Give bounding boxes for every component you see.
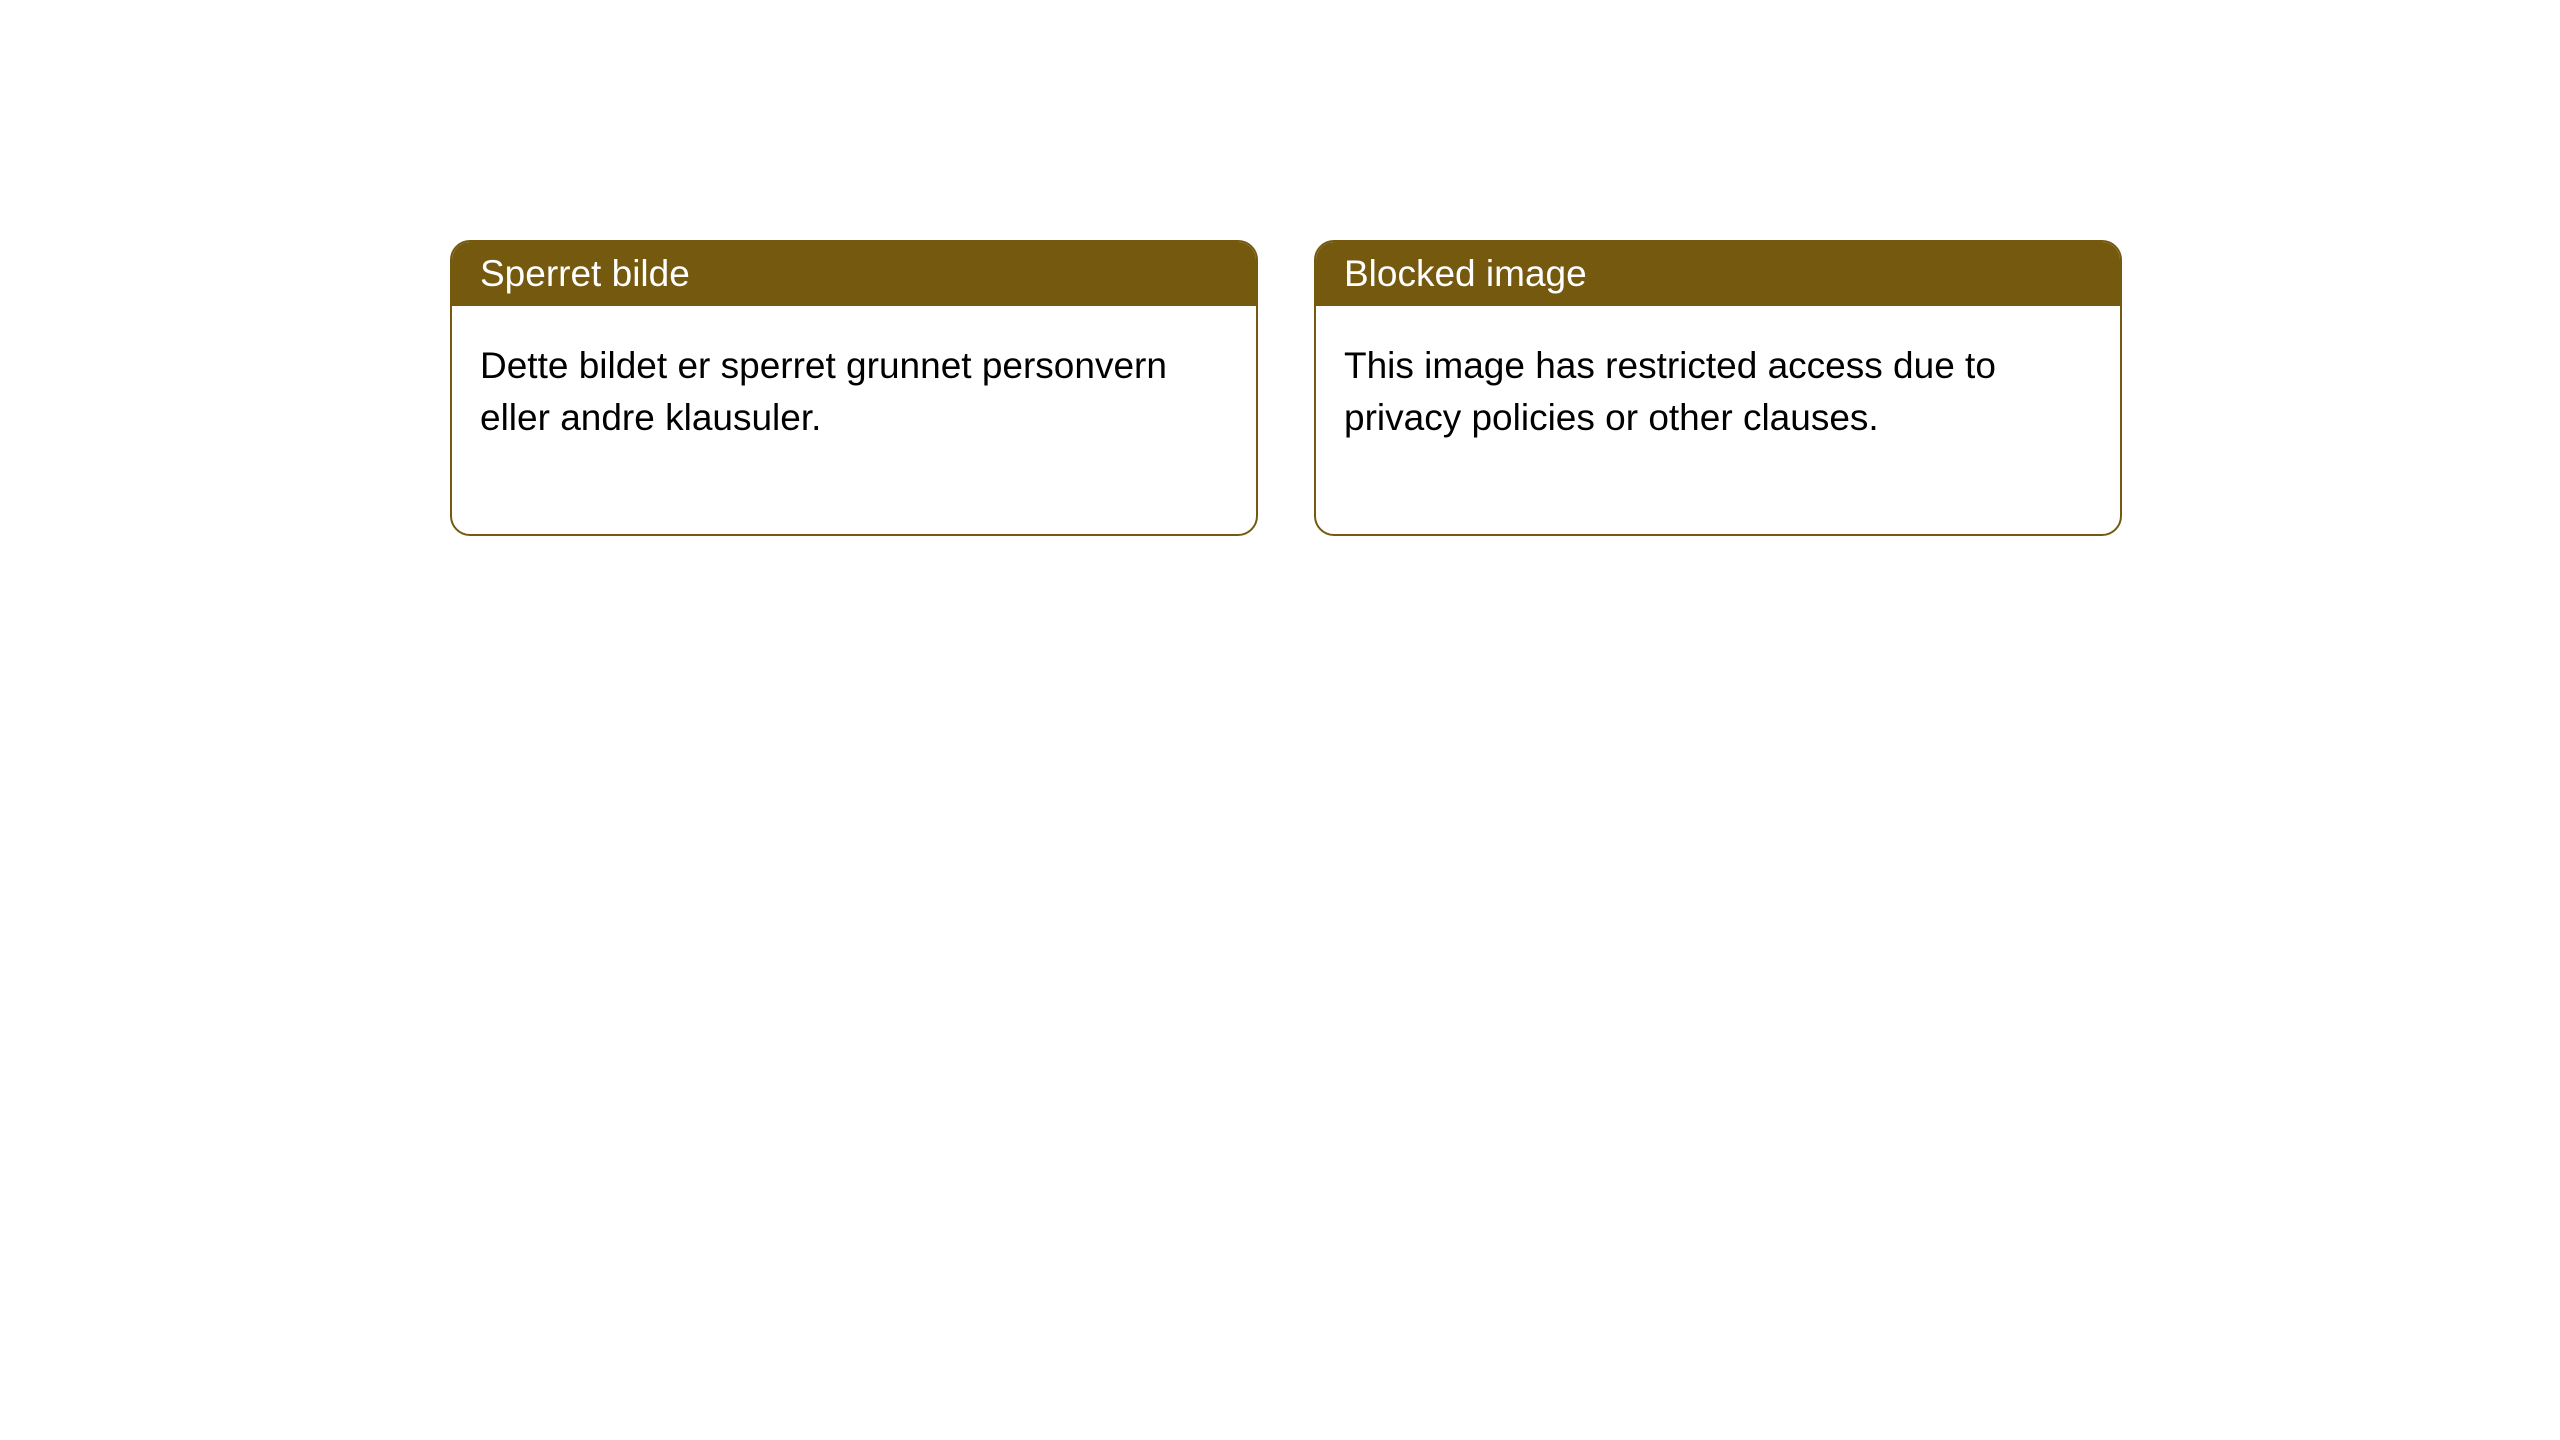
notice-body: Dette bildet er sperret grunnet personve…: [452, 306, 1256, 534]
notice-card-english: Blocked image This image has restricted …: [1314, 240, 2122, 536]
notice-body: This image has restricted access due to …: [1316, 306, 2120, 534]
notice-header: Sperret bilde: [452, 242, 1256, 306]
notice-card-norwegian: Sperret bilde Dette bildet er sperret gr…: [450, 240, 1258, 536]
notice-container: Sperret bilde Dette bildet er sperret gr…: [0, 0, 2560, 536]
notice-header: Blocked image: [1316, 242, 2120, 306]
